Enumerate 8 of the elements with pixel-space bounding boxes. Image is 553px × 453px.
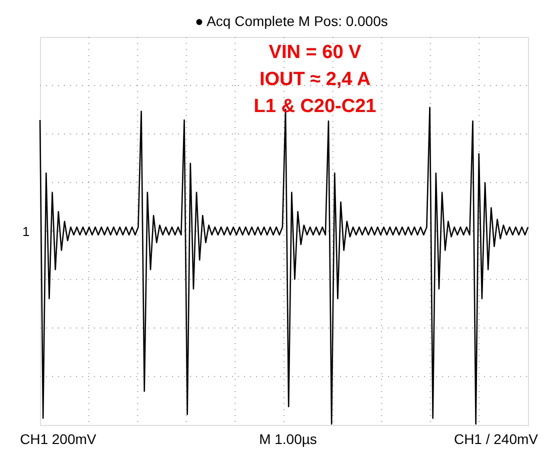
text: 1 xyxy=(22,224,30,239)
text: M 1.00µs xyxy=(259,431,317,447)
text: CH1 200mV xyxy=(20,431,97,447)
text: CH1 / 240mV xyxy=(454,431,539,447)
text: ● Acq Complete M Pos: 0.000s xyxy=(195,13,388,29)
text: VIN = 60 V xyxy=(268,42,362,63)
text: IOUT ≈ 2,4 A xyxy=(259,69,371,90)
annotation: L1 & C20-C21 xyxy=(254,96,377,117)
